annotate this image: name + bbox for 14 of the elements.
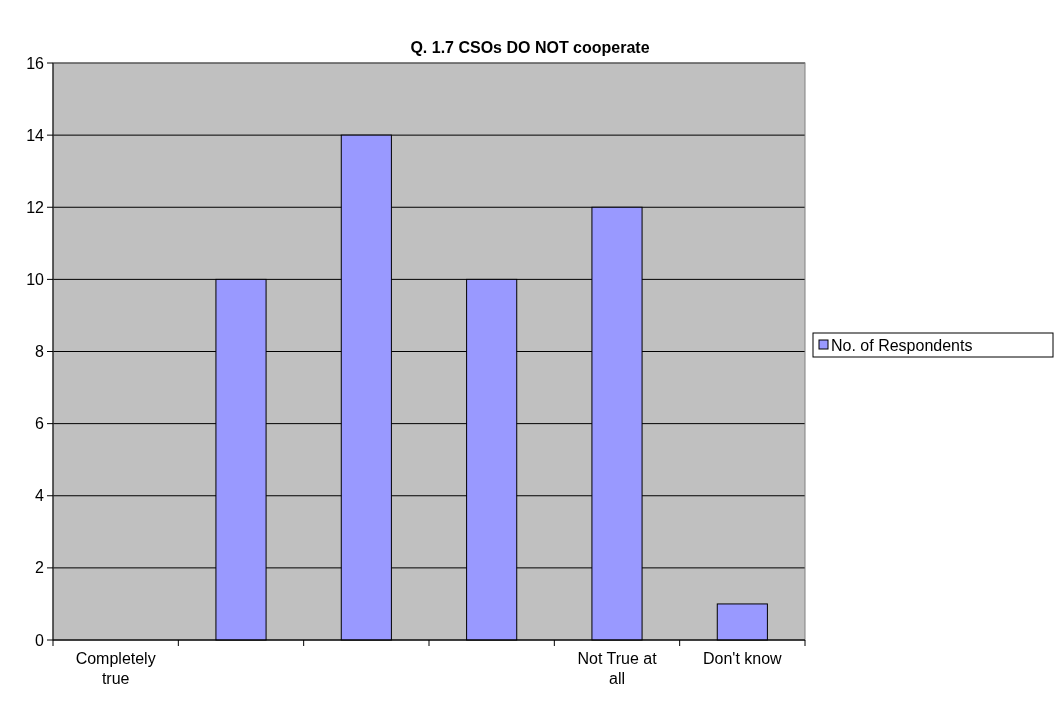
- x-tick-label: Not True at all: [577, 650, 658, 687]
- y-tick-label: 16: [26, 54, 45, 72]
- y-tick-label: 4: [35, 487, 45, 505]
- x-tick-label: Don't know: [703, 650, 783, 667]
- y-tick-label: 14: [26, 126, 45, 144]
- y-tick-label: 10: [26, 270, 45, 288]
- y-tick-label: 8: [35, 343, 45, 361]
- y-tick-label: 6: [35, 415, 45, 433]
- legend-label: No. of Respondents: [831, 336, 973, 354]
- x-tick-label: Completely true: [75, 650, 156, 687]
- y-tick-label: 12: [26, 198, 45, 216]
- chart-title: Q. 1.7 CSOs DO NOT cooperate: [410, 39, 650, 56]
- y-tick-label: 2: [35, 559, 45, 577]
- y-tick-label: 0: [35, 631, 45, 649]
